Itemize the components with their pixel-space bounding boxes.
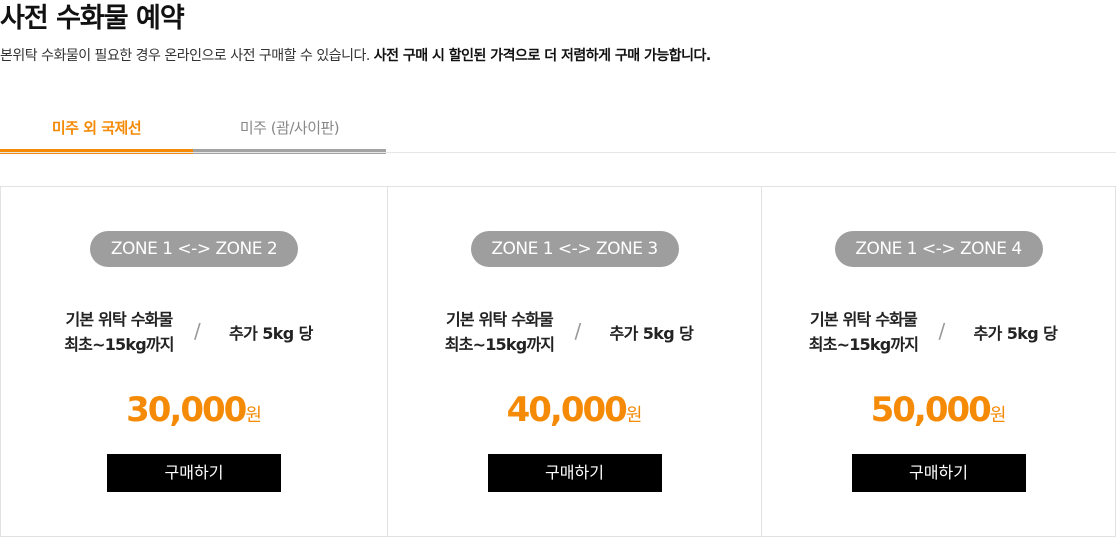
extra-weight-label: 추가 5kg 당 xyxy=(229,324,313,343)
basic-baggage-label: 기본 위탁 수화물 최초~15kg까지 xyxy=(54,307,184,357)
price-amount: 40,000 xyxy=(506,390,628,430)
buy-button[interactable]: 구매하기 xyxy=(851,454,1026,492)
basic-baggage-limit: 최초~15kg까지 xyxy=(808,335,919,354)
region-tabs: 미주 외 국제선 미주 (괌/사이판) xyxy=(0,108,1116,154)
separator: / xyxy=(194,319,201,343)
basic-baggage-label: 기본 위탁 수화물 최초~15kg까지 xyxy=(799,307,929,357)
tab-americas-guam-saipan[interactable]: 미주 (괌/사이판) xyxy=(193,108,386,154)
baggage-info: 기본 위탁 수화물 최초~15kg까지 / 추가 5kg 당 xyxy=(799,307,1079,357)
price: 30,000원 xyxy=(1,390,387,430)
price-currency: 원 xyxy=(625,405,643,426)
buy-button[interactable]: 구매하기 xyxy=(487,454,662,492)
buy-button[interactable]: 구매하기 xyxy=(107,454,281,492)
basic-baggage-limit: 최초~15kg까지 xyxy=(64,335,174,354)
zone-badge: ZONE 1 <-> ZONE 4 xyxy=(834,231,1043,267)
price-currency: 원 xyxy=(989,405,1007,426)
baggage-info: 기본 위탁 수화물 최초~15kg까지 / 추가 5kg 당 xyxy=(435,307,715,357)
basic-baggage-limit: 최초~15kg까지 xyxy=(444,335,555,354)
page-description: 본위탁 수화물이 필요한 경우 온라인으로 사전 구매할 수 있습니다. 사전 … xyxy=(0,45,711,65)
baggage-info: 기본 위탁 수화물 최초~15kg까지 / 추가 5kg 당 xyxy=(54,307,334,357)
basic-baggage-title: 기본 위탁 수화물 xyxy=(446,310,554,329)
separator: / xyxy=(574,319,582,343)
page-title: 사전 수화물 예약 xyxy=(0,3,185,34)
extra-weight-label: 추가 5kg 당 xyxy=(609,324,694,343)
price-amount: 50,000 xyxy=(870,390,992,430)
zone-badge: ZONE 1 <-> ZONE 3 xyxy=(470,231,679,267)
price-card-zone3: ZONE 1 <-> ZONE 3 기본 위탁 수화물 최초~15kg까지 / … xyxy=(387,187,761,536)
basic-baggage-title: 기본 위탁 수화물 xyxy=(65,310,174,329)
price-card-zone4: ZONE 1 <-> ZONE 4 기본 위탁 수화물 최초~15kg까지 / … xyxy=(761,187,1115,536)
description-highlight: 사전 구매 시 할인된 가격으로 더 저렴하게 구매 가능합니다. xyxy=(373,48,711,64)
basic-baggage-title: 기본 위탁 수화물 xyxy=(810,310,918,329)
price: 50,000원 xyxy=(762,390,1115,430)
description-text: 본위탁 수화물이 필요한 경우 온라인으로 사전 구매할 수 있습니다. xyxy=(0,48,370,64)
price: 40,000원 xyxy=(388,390,761,430)
price-card-zone2: ZONE 1 <-> ZONE 2 기본 위탁 수화물 최초~15kg까지 / … xyxy=(1,187,387,536)
baggage-price-cards: ZONE 1 <-> ZONE 2 기본 위탁 수화물 최초~15kg까지 / … xyxy=(0,186,1116,537)
zone-badge: ZONE 1 <-> ZONE 2 xyxy=(90,231,298,267)
tabs-divider xyxy=(0,152,1116,153)
basic-baggage-label: 기본 위탁 수화물 최초~15kg까지 xyxy=(435,307,565,357)
price-currency: 원 xyxy=(245,405,262,426)
tab-international-excluding-americas[interactable]: 미주 외 국제선 xyxy=(0,108,193,154)
price-amount: 30,000 xyxy=(126,390,247,430)
extra-weight-label: 추가 5kg 당 xyxy=(973,324,1058,343)
separator: / xyxy=(938,319,946,343)
